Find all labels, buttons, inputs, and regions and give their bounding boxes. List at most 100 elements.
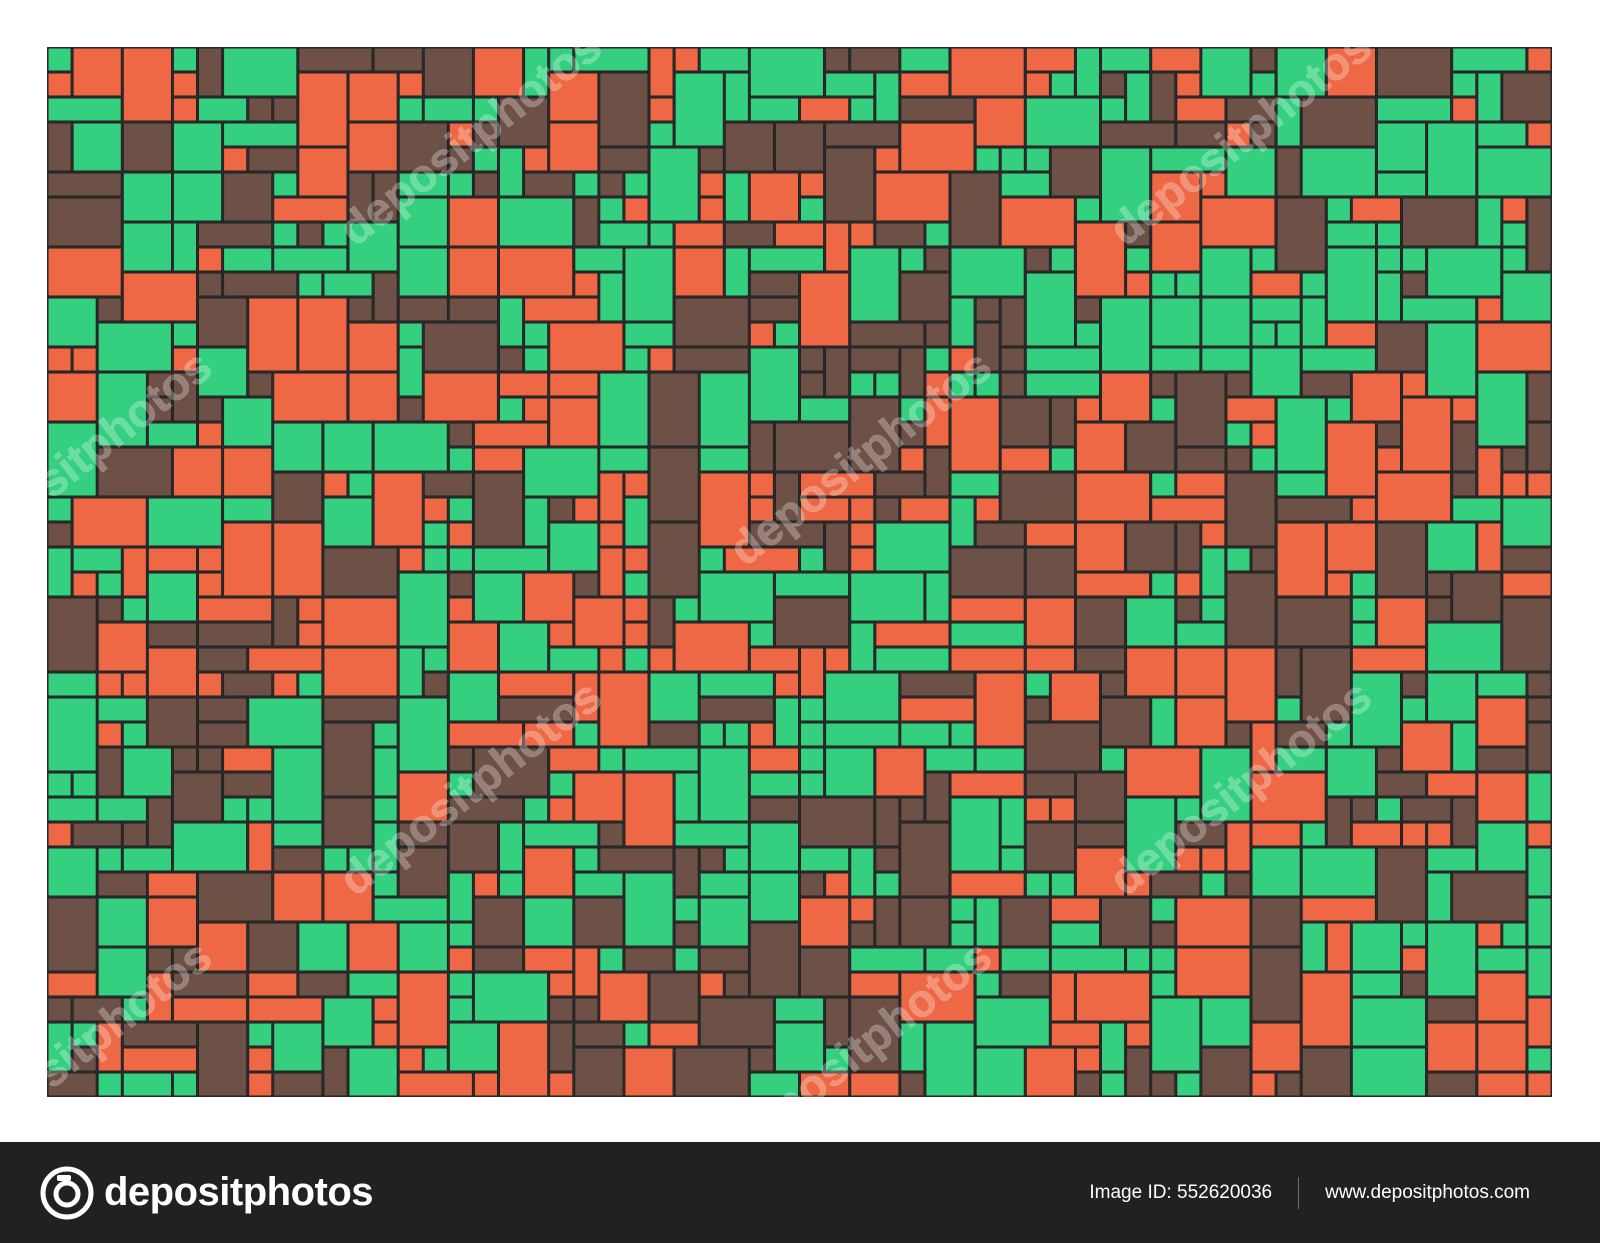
mosaic-tile xyxy=(850,47,900,72)
mosaic-tile xyxy=(248,972,297,997)
mosaic-tile xyxy=(1427,247,1501,297)
mosaic-tile xyxy=(123,997,147,1022)
mosaic-tile xyxy=(499,1022,548,1097)
mosaic-tile xyxy=(800,497,849,522)
mosaic-tile xyxy=(524,172,573,197)
mosaic-tile xyxy=(624,547,649,572)
mosaic-tile xyxy=(73,347,97,372)
mosaic-tile xyxy=(975,672,1025,747)
mosaic-tile xyxy=(674,947,699,972)
mosaic-tile xyxy=(599,72,649,147)
mosaic-tile xyxy=(123,1072,172,1097)
mosaic-tile xyxy=(1251,1072,1276,1097)
mosaic-tile xyxy=(925,1022,975,1097)
mosaic-tile xyxy=(123,272,197,322)
mosaic-tile xyxy=(1452,397,1476,422)
mosaic-tile xyxy=(449,297,498,322)
mosaic-tile xyxy=(1176,447,1226,472)
mosaic-tile xyxy=(800,722,824,747)
mosaic-tile xyxy=(198,97,247,122)
mosaic-tile xyxy=(775,422,849,472)
mosaic-tile xyxy=(399,347,423,397)
mosaic-tile xyxy=(1327,222,1376,247)
mosaic-tile xyxy=(1001,472,1075,522)
mosaic-tile xyxy=(73,1047,97,1072)
mosaic-tile xyxy=(273,472,322,522)
mosaic-tile xyxy=(1151,397,1175,422)
mosaic-tile xyxy=(700,572,774,622)
mosaic-tile xyxy=(248,697,322,747)
mosaic-tile xyxy=(549,522,599,572)
mosaic-tile xyxy=(273,372,347,422)
mosaic-tile xyxy=(1502,497,1552,547)
mosaic-tile xyxy=(524,322,548,347)
mosaic-tile xyxy=(750,172,799,222)
mosaic-tile xyxy=(323,222,348,247)
mosaic-tile xyxy=(1076,522,1125,572)
mosaic-tile xyxy=(599,747,624,772)
mosaic-tile xyxy=(1277,522,1326,597)
brand[interactable]: depositphotos xyxy=(40,1166,374,1220)
mosaic-tile xyxy=(1452,97,1476,122)
website-link[interactable]: www.depositphotos.com xyxy=(1325,1181,1530,1203)
mosaic-tile xyxy=(499,297,523,347)
mosaic-tile xyxy=(1226,147,1276,197)
mosaic-tile xyxy=(850,347,900,372)
mosaic-tile xyxy=(499,372,548,397)
mosaic-tile xyxy=(1026,147,1050,172)
mosaic-tile xyxy=(273,172,297,197)
mosaic-tile xyxy=(1377,522,1426,597)
mosaic-tile xyxy=(775,597,849,647)
mosaic-tile xyxy=(1251,422,1276,447)
mosaic-tile xyxy=(950,397,1000,472)
mosaic-tile xyxy=(1026,1047,1075,1097)
mosaic-tile xyxy=(323,722,373,797)
mosaic-tile xyxy=(1527,772,1552,822)
mosaic-tile xyxy=(98,322,172,372)
mosaic-tile xyxy=(298,597,323,622)
mosaic-tile xyxy=(900,447,925,472)
mosaic-tile xyxy=(123,1047,197,1072)
mosaic-tile xyxy=(449,672,498,722)
mosaic-tile xyxy=(1151,947,1175,972)
mosaic-tile xyxy=(1201,997,1251,1047)
mosaic-tile xyxy=(123,222,172,272)
mosaic-tile xyxy=(1302,897,1376,922)
mosaic-tile xyxy=(1076,197,1100,222)
mosaic-tile xyxy=(925,347,950,372)
mosaic-tile xyxy=(750,747,799,772)
mosaic-tile xyxy=(1226,572,1276,647)
mosaic-tile xyxy=(273,97,297,122)
mosaic-tile xyxy=(399,247,448,297)
mosaic-tile xyxy=(850,322,925,347)
mosaic-tile xyxy=(499,97,548,147)
mosaic-tile xyxy=(1251,822,1301,847)
mosaic-tile xyxy=(1527,1047,1552,1072)
mosaic-tile xyxy=(123,597,147,622)
mosaic-tile xyxy=(449,1022,498,1072)
mosaic-tile xyxy=(173,1072,197,1097)
mosaic-tile xyxy=(875,872,900,897)
mosaic-tile xyxy=(1402,197,1476,247)
mosaic-tile xyxy=(424,47,473,97)
mosaic-tile xyxy=(925,747,975,772)
mosaic-tile xyxy=(900,247,925,272)
mosaic-tile xyxy=(1126,422,1175,472)
mosaic-tile xyxy=(775,672,799,697)
mosaic-tile xyxy=(599,947,624,972)
mosaic-tile xyxy=(323,597,398,647)
mosaic-tile xyxy=(1001,197,1075,247)
mosaic-tile xyxy=(875,222,925,247)
mosaic-tile xyxy=(198,747,222,772)
mosaic-tile xyxy=(1051,1022,1100,1047)
mosaic-tile xyxy=(950,772,1025,797)
mosaic-tile xyxy=(1277,1072,1301,1097)
mosaic-tile xyxy=(624,647,649,672)
mosaic-tile xyxy=(1502,197,1527,222)
mosaic-tile xyxy=(1101,747,1125,772)
mosaic-tile xyxy=(399,297,448,322)
mosaic-tile xyxy=(1452,422,1476,472)
mosaic-tile xyxy=(1001,147,1025,172)
mosaic-tile xyxy=(273,847,322,872)
mosaic-tile xyxy=(1352,647,1426,672)
